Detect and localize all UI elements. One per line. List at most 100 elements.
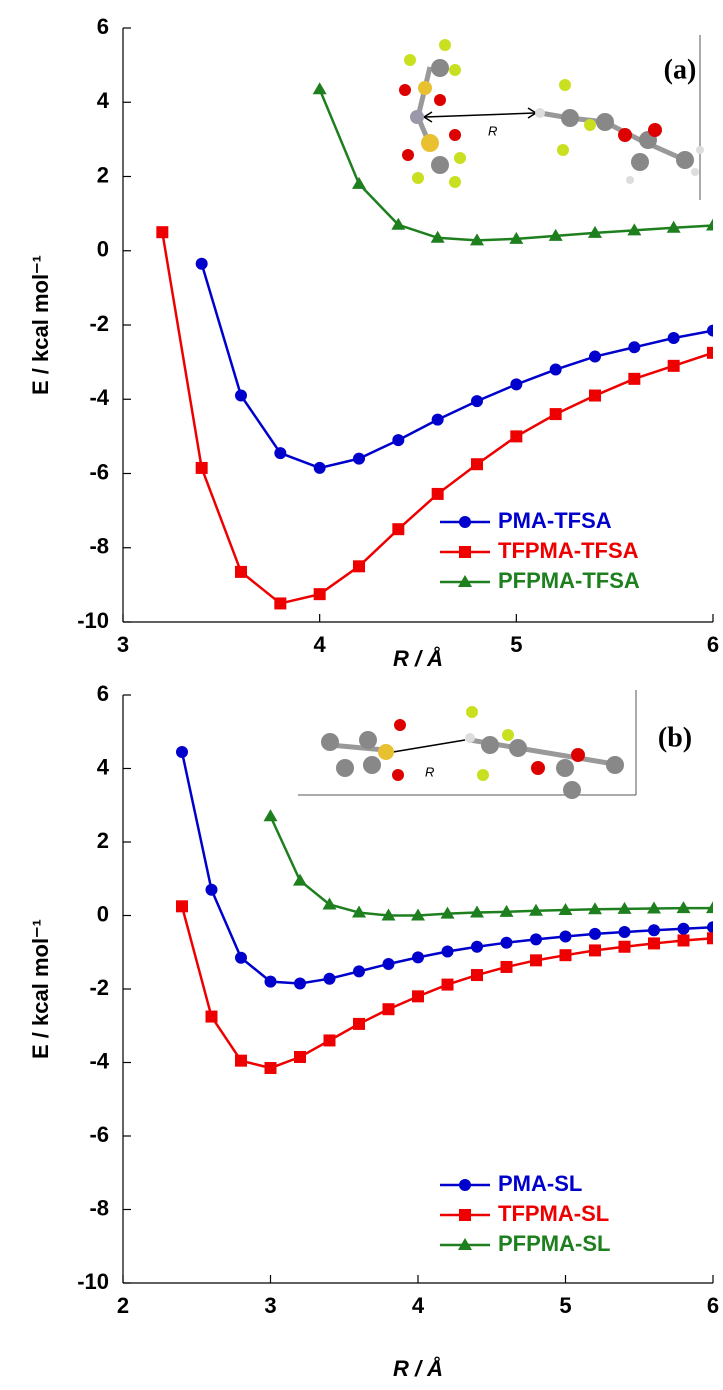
marker [550, 364, 562, 376]
y-tick-label: 4 [97, 88, 110, 113]
marker [589, 928, 601, 940]
marker [383, 958, 395, 970]
inset-molecule-a [399, 35, 704, 200]
y-tick-label: -8 [89, 1195, 109, 1220]
marker [432, 488, 444, 500]
marker [530, 933, 542, 945]
marker [353, 1018, 365, 1030]
legend-label: PFPMA-SL [498, 1231, 610, 1256]
legend-label: PMA-SL [498, 1171, 582, 1196]
legend-label: PFPMA-TFSA [498, 568, 640, 593]
marker [274, 597, 286, 609]
series-line [320, 89, 713, 240]
y-tick-label: -10 [77, 608, 109, 633]
marker [353, 560, 365, 572]
marker [383, 1003, 395, 1015]
marker [471, 941, 483, 953]
panel-label: (a) [664, 54, 697, 85]
x-tick-label: 6 [707, 632, 719, 657]
marker [156, 226, 168, 238]
marker [459, 1179, 471, 1191]
x-tick-label: 4 [314, 632, 327, 657]
y-tick-label: 0 [97, 237, 109, 262]
marker [459, 1209, 471, 1221]
series-line [271, 816, 714, 915]
marker [206, 884, 218, 896]
marker [706, 219, 720, 231]
y-tick-label: 2 [97, 828, 109, 853]
x-tick-label: 6 [707, 1293, 719, 1318]
marker [293, 874, 307, 886]
marker [274, 447, 286, 459]
marker [353, 965, 365, 977]
x-tick-label: 2 [117, 1293, 129, 1318]
legend-label: TFPMA-SL [498, 1201, 609, 1226]
marker [265, 1062, 277, 1074]
marker [628, 341, 640, 353]
inset-label: R [488, 123, 497, 138]
marker [560, 930, 572, 942]
marker [235, 566, 247, 578]
marker [392, 523, 404, 535]
marker [560, 949, 572, 961]
marker [432, 414, 444, 426]
y-axis-label: E / kcal mol⁻¹ [28, 255, 53, 395]
marker [264, 809, 278, 821]
x-tick-label: 5 [510, 632, 522, 657]
marker [707, 325, 719, 337]
marker [707, 932, 719, 944]
y-tick-label: -8 [89, 534, 109, 559]
x-tick-label: 4 [412, 1293, 425, 1318]
inset-label: R [425, 764, 434, 779]
marker [412, 990, 424, 1002]
series-line [202, 264, 713, 468]
marker [619, 941, 631, 953]
marker [196, 462, 208, 474]
marker [471, 458, 483, 470]
x-axis-label: R / Å [393, 646, 443, 671]
marker [707, 347, 719, 359]
y-axis-label: E / kcal mol⁻¹ [28, 919, 53, 1059]
marker [324, 973, 336, 985]
marker [619, 926, 631, 938]
y-tick-label: -10 [77, 1269, 109, 1294]
marker [265, 976, 277, 988]
marker [501, 937, 513, 949]
x-tick-label: 3 [117, 632, 129, 657]
marker [353, 453, 365, 465]
y-tick-label: -4 [89, 1048, 109, 1073]
marker [314, 588, 326, 600]
marker [589, 351, 601, 363]
marker [442, 946, 454, 958]
marker [459, 546, 471, 558]
marker [196, 258, 208, 270]
figure: -10-8-6-4-202463456R / ÅE / kcal mol⁻¹(a… [0, 0, 723, 1390]
marker [206, 1011, 218, 1023]
y-tick-label: -2 [89, 311, 109, 336]
marker [235, 390, 247, 402]
legend-label: TFPMA-TFSA [498, 538, 639, 563]
legend-label: PMA-TFSA [498, 508, 612, 533]
y-tick-label: -2 [89, 975, 109, 1000]
y-tick-label: 6 [97, 681, 109, 706]
marker [314, 462, 326, 474]
x-tick-label: 5 [559, 1293, 571, 1318]
marker [668, 332, 680, 344]
marker [648, 924, 660, 936]
y-tick-label: 6 [97, 14, 109, 39]
marker [510, 430, 522, 442]
marker [628, 373, 640, 385]
marker [352, 177, 366, 189]
marker [589, 390, 601, 402]
panel-label: (b) [658, 722, 692, 753]
marker [313, 82, 327, 94]
marker [678, 934, 690, 946]
marker [324, 1034, 336, 1046]
marker [412, 951, 424, 963]
marker [501, 961, 513, 973]
marker [471, 395, 483, 407]
marker [648, 937, 660, 949]
marker [510, 378, 522, 390]
marker [459, 516, 471, 528]
marker [707, 921, 719, 933]
